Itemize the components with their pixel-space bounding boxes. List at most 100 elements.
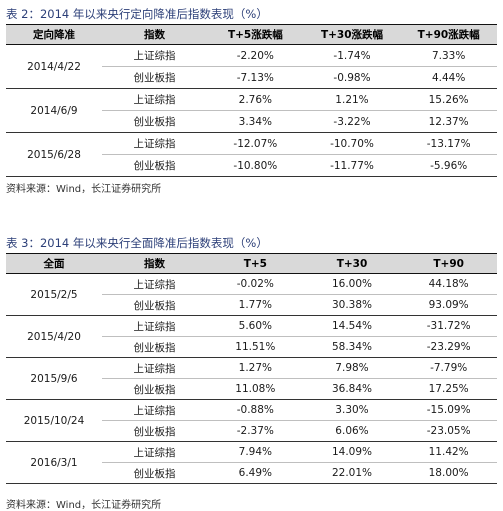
table-row: 创业板指 6.49% 22.01% 18.00% xyxy=(6,462,497,484)
date-cell: 2015/2/5 xyxy=(6,273,102,316)
date-cell: 2016/3/1 xyxy=(6,441,102,484)
t30-cell: 1.21% xyxy=(303,88,401,111)
t30-cell: -10.70% xyxy=(303,132,401,155)
t90-cell: 4.44% xyxy=(400,66,497,89)
t30-cell: 6.06% xyxy=(303,420,401,442)
t90-cell: -31.72% xyxy=(400,315,497,337)
t5-cell: 7.94% xyxy=(207,441,304,463)
t90-cell: -23.05% xyxy=(400,420,497,442)
index-column-header: 指数 xyxy=(102,253,207,274)
table-row: 2014/4/22 上证综指 -2.20% -1.74% 7.33% xyxy=(6,44,497,89)
t5-cell: 11.08% xyxy=(207,378,304,400)
t5-cell: 5.60% xyxy=(207,315,304,337)
t90-cell: 12.37% xyxy=(400,110,497,133)
t30-cell: -0.98% xyxy=(303,66,401,89)
index-column-header: 指数 xyxy=(102,24,207,45)
date-cell: 2015/10/24 xyxy=(6,399,102,442)
index-cell: 创业板指 xyxy=(102,66,207,89)
date-cell: 2014/4/22 xyxy=(6,44,102,89)
t90-cell: 11.42% xyxy=(400,441,497,463)
t90-cell: 7.33% xyxy=(400,44,497,67)
index-cell: 上证综指 xyxy=(102,273,207,295)
index-cell: 上证综指 xyxy=(102,44,207,67)
t30-cell: -11.77% xyxy=(303,154,401,177)
t5-cell: -0.02% xyxy=(207,273,304,295)
index-cell: 上证综指 xyxy=(102,441,207,463)
t30-cell: 30.38% xyxy=(303,294,401,316)
table-header-row: 全面 指数 T+5 T+30 T+90 xyxy=(6,253,497,274)
t5-cell: -2.37% xyxy=(207,420,304,442)
index-cell: 创业板指 xyxy=(102,378,207,400)
t5-cell: -12.07% xyxy=(207,132,304,155)
t30-cell: 22.01% xyxy=(303,462,401,484)
t5-cell: -0.88% xyxy=(207,399,304,421)
table-row: 创业板指 -2.37% 6.06% -23.05% xyxy=(6,420,497,442)
date-cell: 2014/6/9 xyxy=(6,88,102,133)
t30-column-header: T+30涨跌幅 xyxy=(303,24,401,45)
index-cell: 创业板指 xyxy=(102,154,207,177)
date-cell: 2015/9/6 xyxy=(6,357,102,400)
table-row: 2015/4/20 上证综指 5.60% 14.54% -31.72% xyxy=(6,315,497,358)
table-row: 2014/6/9 上证综指 2.76% 1.21% 15.26% xyxy=(6,88,497,133)
table-row: 2015/10/24 上证综指 -0.88% 3.30% -15.09% xyxy=(6,399,497,442)
t90-cell: -13.17% xyxy=(400,132,497,155)
t90-cell: 44.18% xyxy=(400,273,497,295)
t5-cell: -7.13% xyxy=(207,66,304,89)
index-cell: 上证综指 xyxy=(102,132,207,155)
table-2-caption: 表 2：2014 年以来央行定向降准后指数表现（%） xyxy=(6,7,268,21)
t30-cell: 14.54% xyxy=(303,315,401,337)
index-cell: 上证综指 xyxy=(102,357,207,379)
t30-cell: 7.98% xyxy=(303,357,401,379)
t30-cell: -1.74% xyxy=(303,44,401,67)
t30-column-header: T+30 xyxy=(303,253,401,274)
index-cell: 上证综指 xyxy=(102,315,207,337)
table-row: 创业板指 -7.13% -0.98% 4.44% xyxy=(6,66,497,89)
index-cell: 创业板指 xyxy=(102,294,207,316)
index-cell: 创业板指 xyxy=(102,336,207,358)
index-cell: 创业板指 xyxy=(102,462,207,484)
date-column-header: 定向降准 xyxy=(6,24,102,45)
t90-column-header: T+90 xyxy=(400,253,497,274)
t5-cell: 1.27% xyxy=(207,357,304,379)
table-header-row: 定向降准 指数 T+5涨跌幅 T+30涨跌幅 T+90涨跌幅 xyxy=(6,24,497,45)
t30-cell: 14.09% xyxy=(303,441,401,463)
t90-column-header: T+90涨跌幅 xyxy=(400,24,497,45)
t90-cell: 17.25% xyxy=(400,378,497,400)
t90-cell: -7.79% xyxy=(400,357,497,379)
targeted-rrr-cut-table: 定向降准 指数 T+5涨跌幅 T+30涨跌幅 T+90涨跌幅 2014/4/22 上证综指… xyxy=(6,24,497,177)
t5-cell: 1.77% xyxy=(207,294,304,316)
date-cell: 2015/4/20 xyxy=(6,315,102,358)
table-row: 2016/3/1 上证综指 7.94% 14.09% 11.42% xyxy=(6,441,497,484)
t90-cell: 18.00% xyxy=(400,462,497,484)
table-3-caption: 表 3：2014 年以来央行全面降准后指数表现（%） xyxy=(6,236,268,250)
t5-cell: 11.51% xyxy=(207,336,304,358)
t30-cell: 36.84% xyxy=(303,378,401,400)
index-cell: 上证综指 xyxy=(102,88,207,111)
t30-cell: -3.22% xyxy=(303,110,401,133)
date-column-header: 全面 xyxy=(6,253,102,274)
table-row: 2015/2/5 上证综指 -0.02% 16.00% 44.18% xyxy=(6,273,497,316)
t5-cell: 6.49% xyxy=(207,462,304,484)
table-3-source-note: 资料来源：Wind，长江证券研究所 xyxy=(6,500,162,511)
t30-cell: 3.30% xyxy=(303,399,401,421)
index-cell: 创业板指 xyxy=(102,110,207,133)
t90-cell: -5.96% xyxy=(400,154,497,177)
full-rrr-cut-table: 全面 指数 T+5 T+30 T+90 2015/2/5 上证综指 -0.02% 16.00%… xyxy=(6,253,497,484)
table-row: 创业板指 1.77% 30.38% 93.09% xyxy=(6,294,497,316)
index-cell: 创业板指 xyxy=(102,420,207,442)
t5-cell: 2.76% xyxy=(207,88,304,111)
table-row: 2015/9/6 上证综指 1.27% 7.98% -7.79% xyxy=(6,357,497,400)
t5-column-header: T+5涨跌幅 xyxy=(207,24,304,45)
table-row: 创业板指 11.08% 36.84% 17.25% xyxy=(6,378,497,400)
t90-cell: -23.29% xyxy=(400,336,497,358)
t5-cell: -10.80% xyxy=(207,154,304,177)
t5-column-header: T+5 xyxy=(207,253,304,274)
table-row: 2015/6/28 上证综指 -12.07% -10.70% -13.17% xyxy=(6,132,497,177)
t5-cell: 3.34% xyxy=(207,110,304,133)
table-2-source-note: 资料来源：Wind，长江证券研究所 xyxy=(6,184,162,195)
t90-cell: 15.26% xyxy=(400,88,497,111)
t90-cell: 93.09% xyxy=(400,294,497,316)
t5-cell: -2.20% xyxy=(207,44,304,67)
t30-cell: 58.34% xyxy=(303,336,401,358)
t90-cell: -15.09% xyxy=(400,399,497,421)
